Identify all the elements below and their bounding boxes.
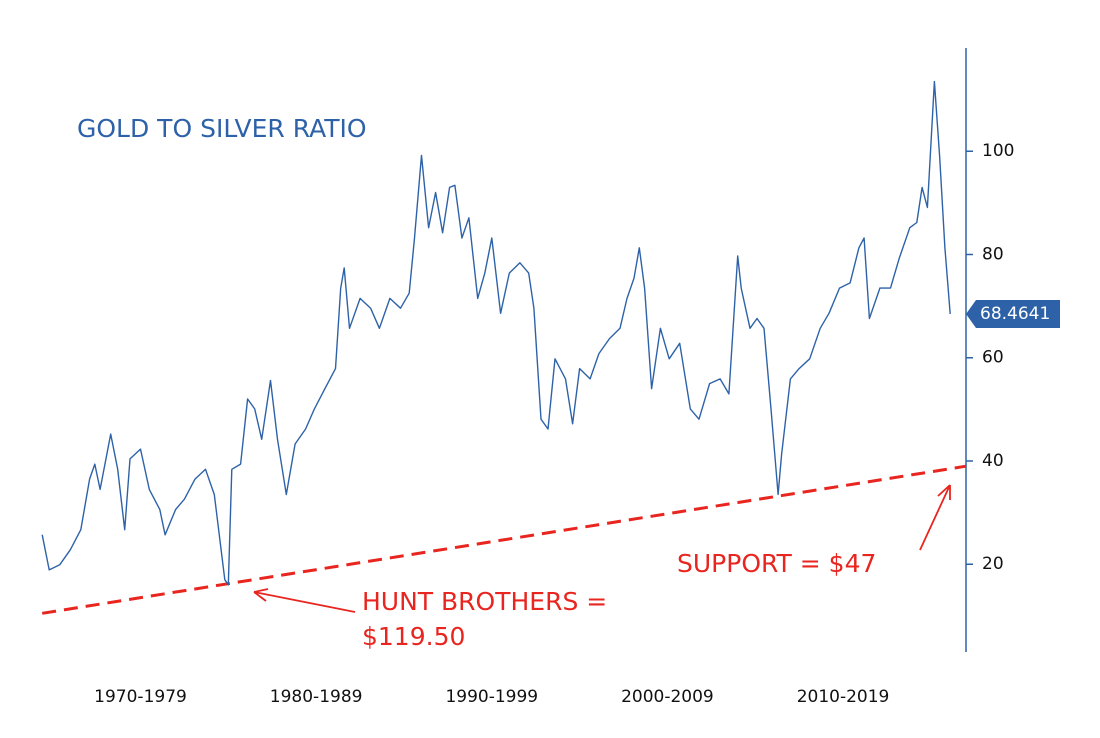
chart-title: GOLD TO SILVER RATIO (77, 114, 367, 143)
arrow (253, 588, 356, 613)
annotation: HUNT BROTHERS = (362, 587, 607, 616)
last-value-label: 68.4641 (980, 304, 1050, 324)
y-tick-label: 40 (982, 451, 1004, 471)
last-value-callout (966, 300, 1060, 329)
arrow (919, 484, 951, 551)
support-line (41, 464, 967, 615)
data-line (41, 80, 951, 586)
x-tick-label: 2000-2009 (621, 687, 714, 707)
y-tick-label: 100 (982, 141, 1014, 161)
annotation: SUPPORT = $47 (677, 549, 876, 578)
y-tick-label: 80 (982, 244, 1004, 264)
x-tick-label: 1980-1989 (270, 687, 363, 707)
x-tick-label: 2010-2019 (797, 687, 890, 707)
x-tick-label: 1990-1999 (445, 687, 538, 707)
x-tick-label: 1970-1979 (94, 687, 187, 707)
arrows (253, 484, 951, 613)
y-tick-label: 60 (982, 348, 1004, 368)
y-tick-label: 20 (982, 554, 1004, 574)
annotation: $119.50 (362, 622, 465, 651)
